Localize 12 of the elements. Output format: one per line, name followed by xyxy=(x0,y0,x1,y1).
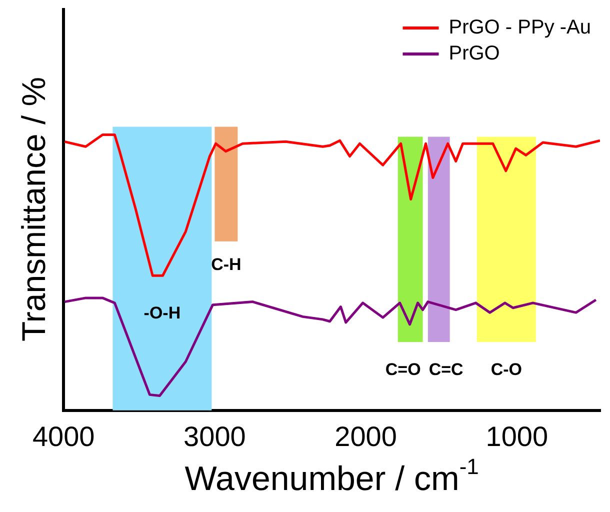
band-label: -O-H xyxy=(144,304,181,323)
x-tick-label: 4000 xyxy=(32,420,95,452)
band-label: C=O xyxy=(385,360,421,379)
x-tick-label: 3000 xyxy=(184,420,246,452)
band-label: C-O xyxy=(490,360,522,379)
y-axis-title: Transmittance / % xyxy=(14,76,52,342)
x-tick-label: 1000 xyxy=(486,420,548,452)
band-label: C=C xyxy=(428,360,464,379)
legend-label: PrGO xyxy=(448,42,500,65)
legend-label: PrGO - PPy -Au xyxy=(448,16,592,39)
band-label: C-H xyxy=(211,255,242,274)
x-tick-label: 2000 xyxy=(334,420,397,452)
